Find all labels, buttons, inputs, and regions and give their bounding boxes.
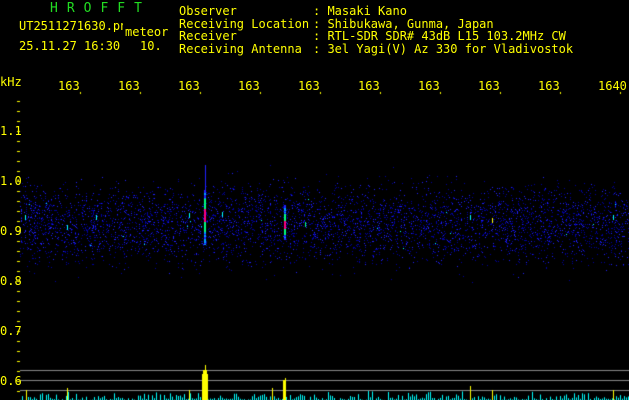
x-tick-label: 1639: [538, 79, 560, 93]
x-axis-unit: kHz: [0, 75, 22, 89]
y-tick-label: 0.8: [0, 274, 22, 288]
x-tick-label: 1637: [418, 79, 440, 93]
info-value: : 3el Yagi(V) Az 330 for Vladivostok: [313, 41, 574, 56]
datetime: 25.11.27 16:30: [19, 39, 121, 53]
y-tick-label: 1.1: [0, 124, 22, 138]
x-tick-label: 1636: [358, 79, 380, 93]
y-tick-label: 0.9: [0, 224, 22, 238]
info-value: : Shibukawa, Gunma, Japan: [313, 16, 494, 31]
y-tick-label: 0.7: [0, 324, 22, 338]
info-label: Receiver: [179, 29, 237, 43]
x-tick-label: 1634: [238, 79, 260, 93]
info-value: : Masaki Kano: [313, 4, 407, 18]
info-label: Receiving Antenna: [179, 41, 302, 56]
y-tick-label: 1.0: [0, 174, 22, 188]
info-value: : RTL-SDR SDR# 43dB L15 103.2MHz CW: [313, 29, 566, 43]
x-tick-label: 1640: [598, 79, 627, 93]
x-tick-label: 1635: [298, 79, 320, 93]
x-tick-label: 1638: [478, 79, 500, 93]
mode-label: meteor: [125, 25, 169, 39]
info-label: Observer: [179, 4, 237, 18]
x-tick-label: 1633: [178, 79, 200, 93]
filename: UT2511271630.png: [19, 20, 123, 32]
info-label: Receiving Location: [179, 16, 310, 31]
value-readout: 10.: [140, 39, 162, 53]
app-title: HROFFT: [50, 1, 151, 16]
y-tick-label: 0.6: [0, 374, 22, 388]
x-tick-label: 1632: [118, 79, 140, 93]
